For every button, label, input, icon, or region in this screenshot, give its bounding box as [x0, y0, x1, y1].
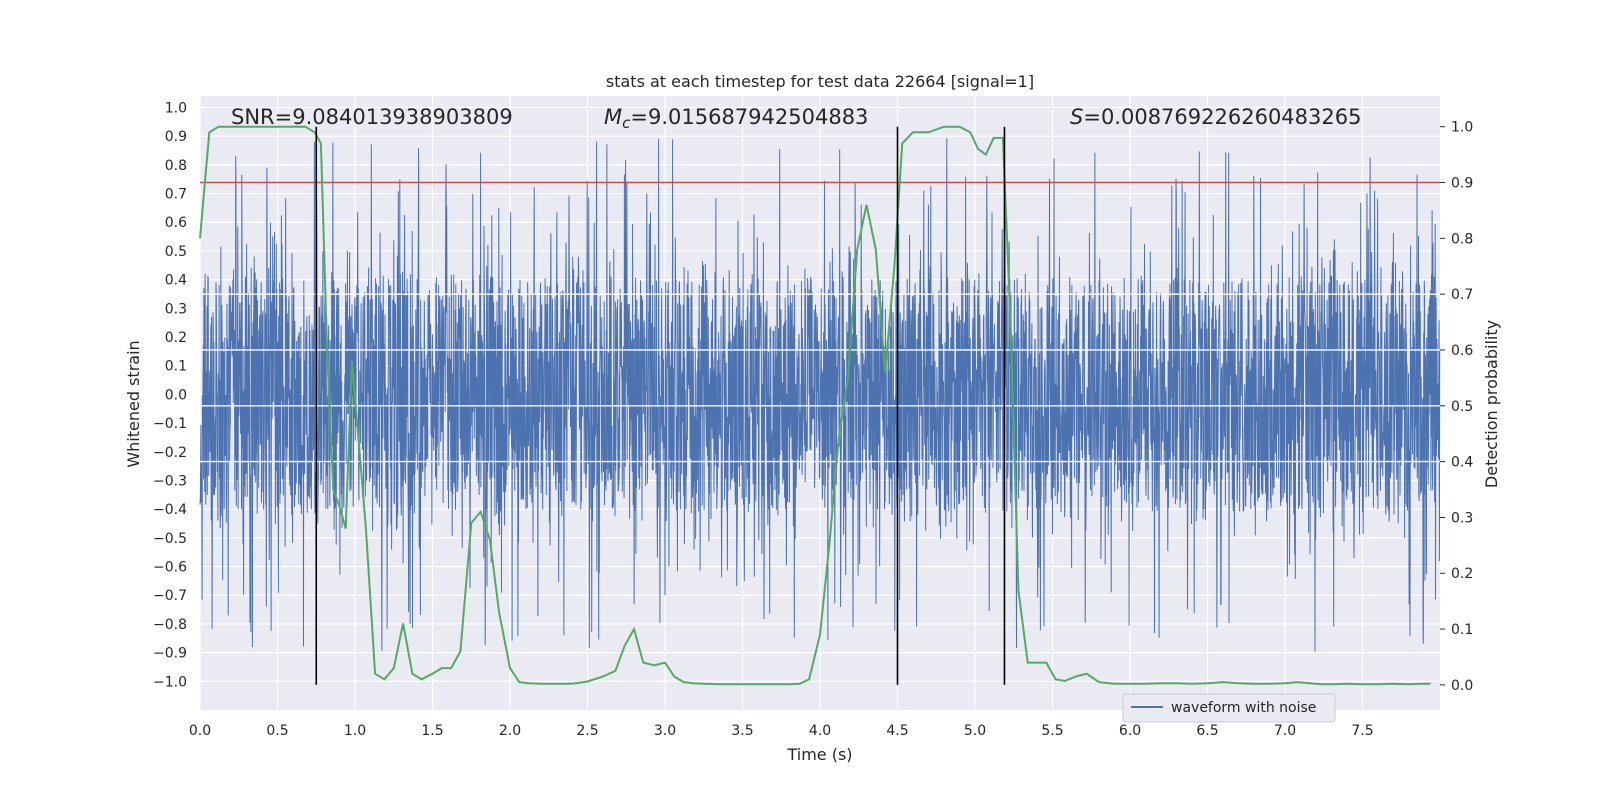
- x-tick-label: 0.0: [189, 723, 211, 739]
- right-tick-label: 0.0: [1451, 678, 1473, 694]
- right-tick-label: 1.0: [1451, 120, 1473, 136]
- right-axis-label: Detection probability: [1482, 320, 1501, 488]
- y-tick-label: 0.4: [165, 273, 187, 289]
- chirp-mass-symbol: M: [604, 105, 622, 129]
- x-tick-label: 7.5: [1351, 723, 1373, 739]
- legend: waveform with noise: [1122, 693, 1336, 723]
- y-tick-label: 0.0: [165, 387, 187, 403]
- y-tick-label: −0.4: [153, 502, 187, 518]
- s-value: =0.008769226260483265: [1083, 105, 1361, 129]
- x-tick-label: 6.0: [1119, 723, 1141, 739]
- right-tick-label: 0.5: [1451, 399, 1473, 415]
- y-tick-label: 0.2: [165, 330, 187, 346]
- y-tick-label: 1.0: [165, 100, 187, 116]
- y-tick-label: −0.2: [153, 445, 187, 461]
- secondary-grid-lines: [200, 293, 1440, 463]
- right-axis-ticks: 1.0 0.9 0.8 0.7 0.6 0.5 0.4 0.3 0.2 0.1 0.0: [1440, 120, 1473, 694]
- right-tick-label: 0.4: [1451, 455, 1473, 471]
- s-symbol: S: [1070, 105, 1083, 129]
- x-tick-label: 2.5: [576, 723, 598, 739]
- x-tick-label: 4.5: [886, 723, 908, 739]
- chart-title: stats at each timestep for test data 226…: [606, 72, 1034, 91]
- y-tick-label: −0.3: [153, 473, 187, 489]
- x-tick-label: 3.0: [654, 723, 676, 739]
- right-tick-label: 0.7: [1451, 287, 1473, 303]
- probability-line: [199, 125, 1431, 686]
- s-annotation: S=0.008769226260483265: [1070, 105, 1361, 129]
- x-tick-label: 1.5: [421, 723, 443, 739]
- right-tick-label: 0.2: [1451, 566, 1473, 582]
- y-tick-label: 0.5: [165, 244, 187, 260]
- chirp-mass-value: =9.015687942504883: [630, 105, 868, 129]
- y-tick-label: −0.1: [153, 416, 187, 432]
- y-tick-label: −0.9: [153, 646, 187, 662]
- x-tick-label: 5.5: [1041, 723, 1063, 739]
- y-tick-label: −0.6: [153, 560, 187, 576]
- x-tick-label: 4.0: [809, 723, 831, 739]
- legend-label: waveform with noise: [1171, 700, 1316, 716]
- right-tick-label: 0.9: [1451, 176, 1473, 192]
- probability-series: [199, 125, 1431, 686]
- y-tick-label: −0.8: [153, 617, 187, 633]
- y-tick-label: 0.6: [165, 215, 187, 231]
- x-tick-label: 1.0: [344, 723, 366, 739]
- y-axis-label: Whitened strain: [124, 340, 143, 467]
- x-tick-label: 6.5: [1196, 723, 1218, 739]
- x-tick-label: 2.0: [499, 723, 521, 739]
- chirp-mass-annotation: Mc=9.015687942504883: [604, 105, 868, 132]
- y-axis-ticks: 1.0 0.9 0.8 0.7 0.6 0.5 0.4 0.3 0.2 0.1 0.0 −0.1 −0.…: [153, 100, 187, 690]
- y-tick-label: −0.5: [153, 531, 187, 547]
- x-tick-label: 7.0: [1274, 723, 1296, 739]
- right-tick-label: 0.6: [1451, 343, 1473, 359]
- y-tick-label: 0.1: [165, 359, 187, 375]
- chirp-mass-subscript: c: [622, 114, 631, 132]
- vertical-markers: [315, 126, 1006, 685]
- snr-annotation: SNR=9.084013938903809: [231, 105, 513, 129]
- y-tick-label: 0.3: [165, 301, 187, 317]
- y-tick-label: 0.9: [165, 129, 187, 145]
- waveform-series: [199, 138, 1441, 652]
- x-axis-ticks: 0.0 0.5 1.0 1.5 2.0 2.5 3.0 3.5 4.0 4.5 5.0 5.5 6.0 6…: [189, 723, 1374, 739]
- x-tick-label: 5.0: [964, 723, 986, 739]
- right-tick-label: 0.3: [1451, 510, 1473, 526]
- legend-box: [1122, 693, 1336, 723]
- right-tick-label: 0.1: [1451, 622, 1473, 638]
- y-tick-label: 0.8: [165, 158, 187, 174]
- x-tick-label: 3.5: [731, 723, 753, 739]
- x-axis-label: Time (s): [786, 745, 852, 764]
- y-tick-label: −1.0: [153, 674, 187, 690]
- right-tick-label: 0.8: [1451, 231, 1473, 247]
- x-tick-label: 0.5: [266, 723, 288, 739]
- y-tick-label: 0.7: [165, 187, 187, 203]
- waveform-line: [199, 138, 1441, 652]
- y-tick-label: −0.7: [153, 588, 187, 604]
